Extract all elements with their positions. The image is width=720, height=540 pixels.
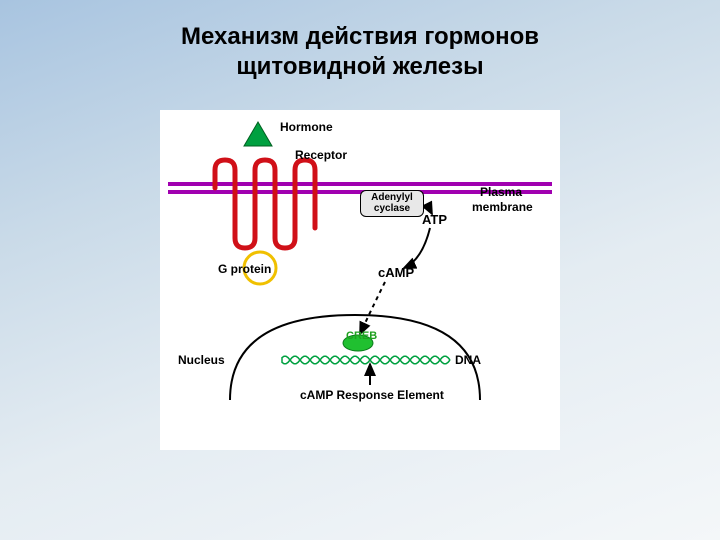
title-line1: Механизм действия гормонов (0, 22, 720, 52)
label-camp: cAMP (378, 265, 414, 280)
diagram-canvas: Hormone Receptor Plasma membrane ATP G p… (160, 110, 560, 450)
label-hormone: Hormone (280, 120, 333, 134)
label-receptor: Receptor (295, 148, 347, 162)
label-gprotein: G protein (218, 262, 271, 276)
label-care: cAMP Response Element (300, 388, 444, 402)
adenylyl-cyclase-box: Adenylyl cyclase (360, 190, 424, 217)
label-dna: DNA (455, 353, 481, 367)
page-title: Механизм действия гормонов щитовидной же… (0, 0, 720, 82)
label-atp: ATP (422, 212, 447, 227)
title-line2: щитовидной железы (0, 52, 720, 82)
label-creb: CREB (346, 330, 377, 342)
adenylyl-line2: cyclase (365, 204, 419, 215)
label-plasma1: Plasma (480, 185, 522, 199)
label-plasma2: membrane (472, 200, 533, 214)
adenylyl-line1: Adenylyl (365, 193, 419, 204)
label-nucleus: Nucleus (178, 353, 225, 367)
